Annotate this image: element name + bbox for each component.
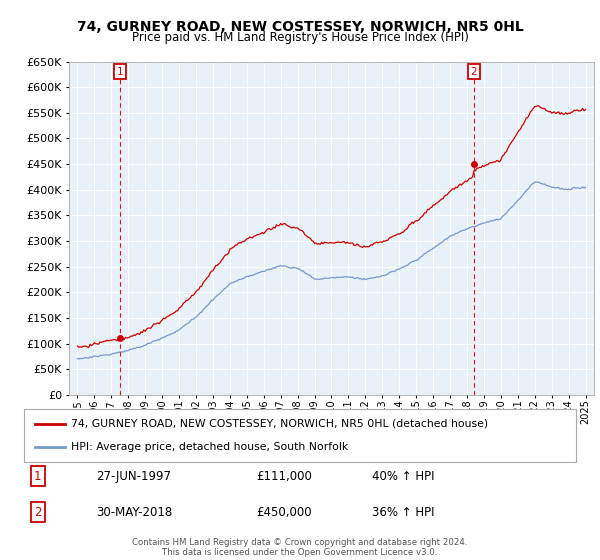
- Text: 27-JUN-1997: 27-JUN-1997: [96, 470, 171, 483]
- Text: 36% ↑ HPI: 36% ↑ HPI: [372, 506, 434, 519]
- Text: 1: 1: [34, 470, 41, 483]
- Text: 40% ↑ HPI: 40% ↑ HPI: [372, 470, 434, 483]
- Text: 74, GURNEY ROAD, NEW COSTESSEY, NORWICH, NR5 0HL: 74, GURNEY ROAD, NEW COSTESSEY, NORWICH,…: [77, 20, 523, 34]
- Text: £450,000: £450,000: [256, 506, 311, 519]
- Text: 30-MAY-2018: 30-MAY-2018: [96, 506, 172, 519]
- Text: 74, GURNEY ROAD, NEW COSTESSEY, NORWICH, NR5 0HL (detached house): 74, GURNEY ROAD, NEW COSTESSEY, NORWICH,…: [71, 419, 488, 429]
- Text: Price paid vs. HM Land Registry's House Price Index (HPI): Price paid vs. HM Land Registry's House …: [131, 31, 469, 44]
- FancyBboxPatch shape: [24, 409, 576, 462]
- Text: Contains HM Land Registry data © Crown copyright and database right 2024.
This d: Contains HM Land Registry data © Crown c…: [132, 538, 468, 557]
- Text: 2: 2: [470, 67, 477, 77]
- Text: HPI: Average price, detached house, South Norfolk: HPI: Average price, detached house, Sout…: [71, 442, 348, 452]
- Text: £111,000: £111,000: [256, 470, 312, 483]
- Text: 2: 2: [34, 506, 41, 519]
- Text: 1: 1: [116, 67, 123, 77]
